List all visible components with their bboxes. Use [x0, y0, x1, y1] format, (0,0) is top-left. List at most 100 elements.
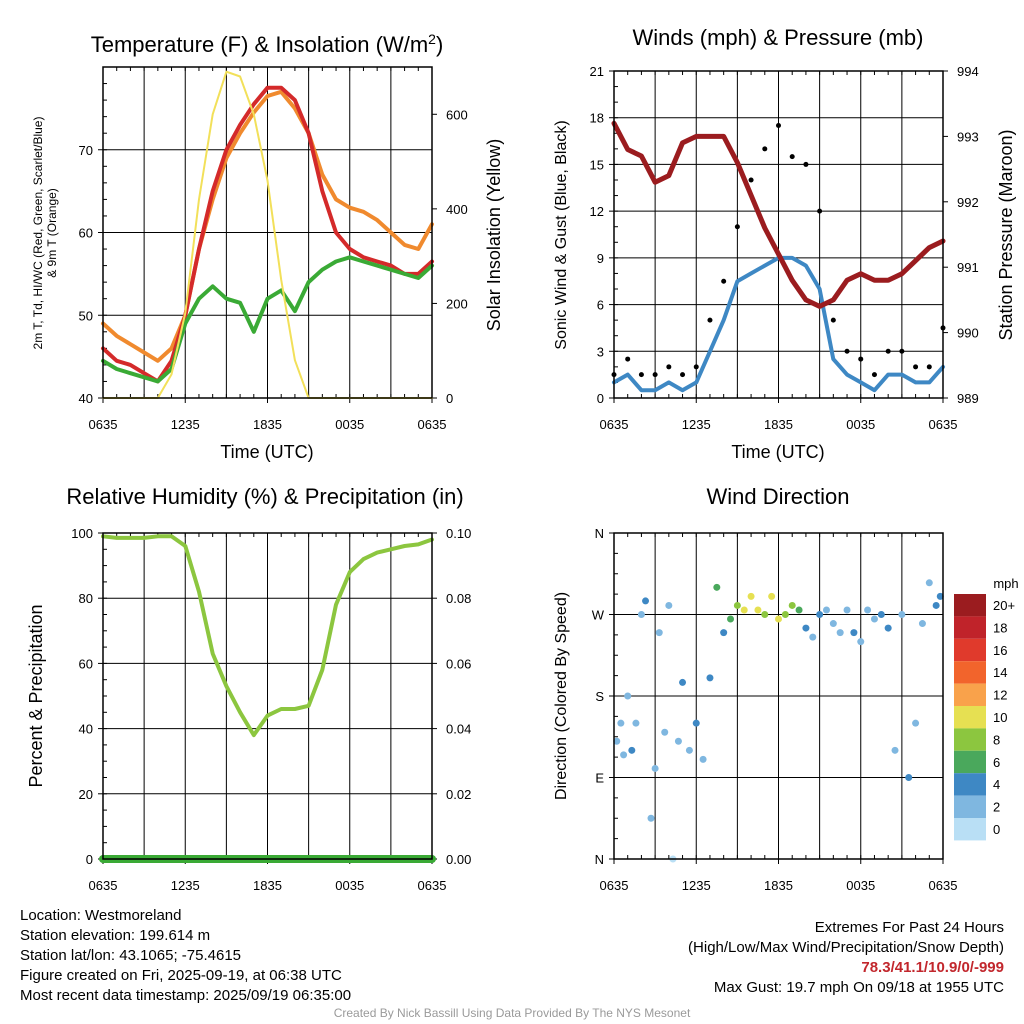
direction-point — [720, 629, 728, 637]
extremes-values: 78.3/41.1/10.9/0/-999 — [861, 959, 1004, 976]
direction-point — [775, 615, 782, 623]
temp-ylabel-line1: 2m T, Td, HI/WC (Red, Green, Scarlet/Blu… — [31, 117, 45, 350]
direction-point — [936, 592, 944, 600]
y-tick-label: 21 — [590, 64, 604, 79]
x-tick-label: 1835 — [253, 878, 282, 893]
y-tick-label: 50 — [79, 308, 93, 323]
x-tick-label: 1835 — [253, 417, 282, 432]
direction-point — [740, 606, 748, 614]
direction-point — [781, 611, 789, 618]
y-tick-label: E — [595, 771, 604, 786]
y-tick-label: 100 — [71, 526, 93, 541]
direction-point — [679, 678, 687, 686]
direction-point — [692, 719, 700, 727]
series-line-9m-t — [101, 89, 434, 363]
x-tick-label: 0635 — [89, 878, 118, 893]
direction-point — [699, 755, 707, 763]
y-tick-label: 12 — [590, 204, 604, 219]
y-tick-label: 20 — [79, 787, 93, 802]
rh-panel-title: Relative Humidity (%) & Precipitation (i… — [66, 484, 463, 509]
rh-panel: 0 20 40 60 80 100 0.00 0.02 0.04 0.06 0.08 0.10 0635… — [71, 526, 471, 893]
gust-point — [680, 372, 686, 378]
gust-point — [638, 372, 644, 378]
colorbar-swatch — [954, 661, 986, 684]
y-tick-label: 0 — [597, 391, 604, 406]
max-gust-text: Max Gust: 19.7 mph On 09/18 at 1955 UTC — [713, 979, 1004, 996]
x-tick-label: 1235 — [171, 878, 200, 893]
right-tick-label: 990 — [957, 326, 979, 341]
wind-xlabel: Time (UTC) — [731, 442, 824, 462]
gust-point — [721, 278, 727, 284]
right-tick-label: 0.00 — [446, 852, 471, 867]
right-tick-label: 200 — [446, 296, 468, 311]
direction-point — [713, 583, 721, 591]
plot-frame — [102, 66, 433, 399]
x-tick-label: 0035 — [846, 878, 875, 893]
extremes-subtitle: (High/Low/Max Wind/Precipitation/Snow De… — [688, 939, 1004, 956]
extremes-info: Extremes For Past 24 Hours (High/Low/Max… — [688, 918, 1004, 998]
colorbar-swatch — [954, 706, 986, 729]
y-tick-label: 60 — [79, 656, 93, 671]
right-tick-label: 991 — [957, 260, 979, 275]
colorbar-swatch — [954, 616, 986, 639]
direction-point — [918, 620, 926, 628]
direction-point — [843, 606, 851, 614]
gust-point — [817, 208, 823, 214]
temp-ylabel-line2: & 9m T (Orange) — [45, 188, 59, 278]
temp-xlabel: Time (UTC) — [220, 442, 313, 462]
x-tick-label: 0635 — [418, 878, 447, 893]
location-text: Location: Westmoreland — [20, 907, 182, 924]
gust-point — [762, 146, 768, 152]
direction-point — [809, 633, 817, 641]
right-tick-label: 989 — [957, 391, 979, 406]
direction-point — [768, 592, 776, 600]
direction-point — [891, 746, 899, 754]
dir-ylabel: Direction (Colored By Speed) — [553, 592, 570, 800]
colorbar-label: 16 — [993, 643, 1007, 658]
y-tick-label: 6 — [597, 298, 604, 313]
plot-frame — [613, 532, 944, 860]
direction-point — [912, 719, 920, 727]
y-tick-label: 18 — [590, 111, 604, 126]
colorbar-label: 10 — [993, 710, 1007, 725]
plot-frame — [102, 532, 433, 860]
colorbar-label: 12 — [993, 688, 1007, 703]
direction-point — [632, 719, 640, 727]
gust-point — [844, 348, 850, 354]
y-tick-label: 40 — [79, 391, 93, 406]
direction-point — [647, 814, 655, 822]
gust-point — [693, 364, 699, 370]
direction-point — [864, 606, 872, 614]
y-tick-label: 15 — [590, 157, 604, 172]
colorbar-swatch — [954, 594, 986, 617]
x-tick-label: 0035 — [846, 417, 875, 432]
colorbar-label: 18 — [993, 620, 1007, 635]
colorbar-swatch — [954, 728, 986, 751]
right-tick-label: 994 — [957, 64, 979, 79]
direction-point — [877, 611, 885, 618]
x-tick-label: 0035 — [335, 417, 364, 432]
colorbar-label: 20+ — [993, 598, 1015, 613]
wind-panel-title: Winds (mph) & Pressure (mb) — [633, 25, 924, 50]
direction-point — [925, 579, 933, 587]
wind-ylabel: Sonic Wind & Gust (Blue, Black) — [553, 120, 570, 349]
x-tick-label: 0635 — [89, 417, 118, 432]
station-info: Location: Westmoreland Station elevation… — [20, 906, 351, 1006]
right-tick-label: 0.06 — [446, 656, 471, 671]
y-tick-label: N — [595, 852, 604, 867]
gust-point — [707, 317, 713, 323]
direction-point — [802, 624, 810, 632]
direction-point — [822, 606, 830, 614]
direction-point — [829, 620, 837, 628]
y-tick-label: W — [592, 608, 605, 623]
y-tick-label: 70 — [79, 143, 93, 158]
x-tick-label: 1835 — [764, 878, 793, 893]
y-tick-label: 3 — [597, 344, 604, 359]
direction-point — [795, 606, 803, 614]
direction-point — [655, 629, 663, 637]
recent-data-text: Most recent data timestamp: 2025/09/19 0… — [20, 987, 352, 1004]
colorbar-label: 6 — [993, 755, 1000, 770]
y-tick-label: N — [595, 526, 604, 541]
colorbar-unit-label: mph — [993, 576, 1018, 591]
x-tick-label: 1235 — [682, 417, 711, 432]
